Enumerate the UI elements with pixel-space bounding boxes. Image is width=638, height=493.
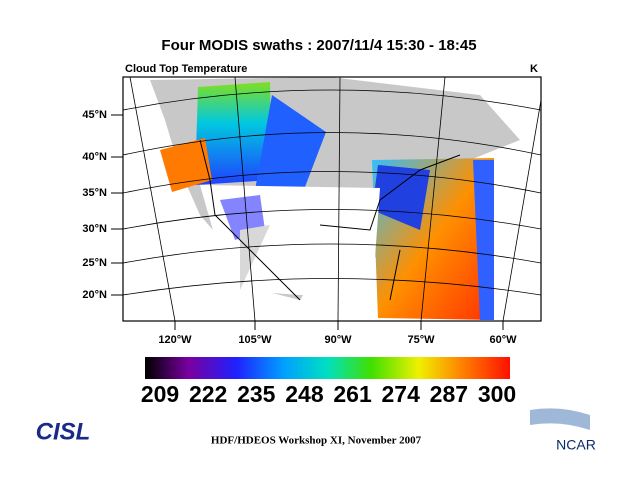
colorbar-label: 248 [285,381,324,407]
lon-label: 60°W [489,334,517,346]
map-subtitle: Cloud Top Temperature [125,63,247,75]
colorbar-label: 261 [333,381,372,407]
lat-label: 20°N [82,289,107,301]
colorbar [145,357,510,379]
lat-label: 45°N [82,109,107,121]
colorbar-label: 300 [478,381,516,407]
map [123,77,541,321]
lat-label: 35°N [82,187,107,199]
lon-label: 90°W [324,334,352,346]
colorbar-label: 222 [189,381,227,407]
title: Four MODIS swaths : 2007/11/4 15:30 - 18… [161,37,476,54]
cisl-logo: CISL [36,418,91,445]
map-frame [122,76,542,322]
footer: HDF/HDEOS Workshop XI, November 2007 [211,435,422,447]
units: K [530,63,538,75]
colorbar-label: 235 [237,381,276,407]
lon-label: 105°W [238,334,272,346]
lon-label: 75°W [407,334,435,346]
lat-label: 25°N [82,257,107,269]
lon-label: 120°W [158,334,192,346]
lat-label: 40°N [82,151,107,163]
ncar-logo: NCAR [556,437,596,453]
colorbar-label: 287 [430,381,468,407]
lon-axis: 120°W 105°W 90°W 75°W 60°W [158,321,517,346]
colorbar-labels: 209 222 235 248 261 274 287 300 [141,381,516,407]
colorbar-label: 209 [141,381,179,407]
lat-label: 30°N [82,223,107,235]
swath [195,82,272,185]
lat-axis: 45°N 40°N 35°N 30°N 25°N 20°N [82,109,123,301]
colorbar-label: 274 [382,381,421,407]
